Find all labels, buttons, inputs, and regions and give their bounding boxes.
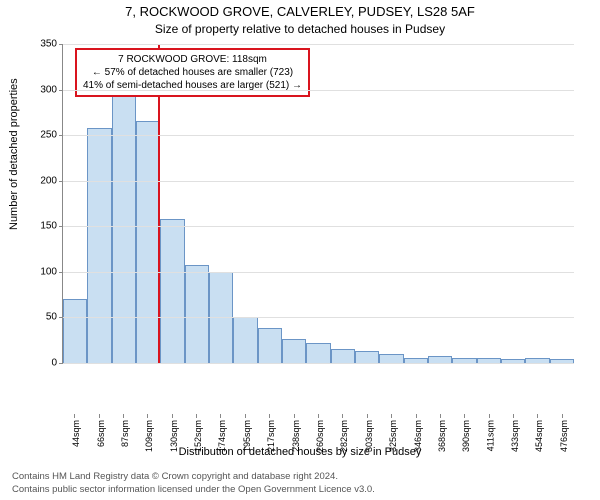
bar bbox=[87, 128, 111, 363]
bar bbox=[379, 354, 403, 363]
y-tick-label: 300 bbox=[40, 84, 57, 95]
chart-area: 7 ROCKWOOD GROVE: 118sqm ← 57% of detach… bbox=[62, 44, 574, 414]
y-tick-label: 150 bbox=[40, 221, 57, 232]
copyright-notice: Contains HM Land Registry data © Crown c… bbox=[12, 471, 588, 496]
x-tick-label: 87sqm bbox=[120, 420, 130, 447]
y-tick-label: 350 bbox=[40, 39, 57, 50]
bar bbox=[233, 317, 257, 363]
y-tick-label: 0 bbox=[51, 358, 57, 369]
bar bbox=[306, 343, 330, 363]
y-axis-label: Number of detached properties bbox=[8, 78, 20, 230]
chart-subtitle: Size of property relative to detached ho… bbox=[0, 22, 600, 36]
bar bbox=[331, 349, 355, 363]
bar bbox=[160, 219, 184, 363]
bar bbox=[258, 328, 282, 363]
copyright-line: Contains HM Land Registry data © Crown c… bbox=[12, 471, 588, 483]
chart-title: 7, ROCKWOOD GROVE, CALVERLEY, PUDSEY, LS… bbox=[0, 4, 600, 19]
x-tick-label: 44sqm bbox=[71, 420, 81, 447]
bar bbox=[136, 121, 160, 363]
annotation-line: ← 57% of detached houses are smaller (72… bbox=[83, 66, 302, 79]
copyright-line: Contains public sector information licen… bbox=[12, 484, 588, 496]
y-tick-label: 200 bbox=[40, 175, 57, 186]
x-tick-label: 66sqm bbox=[96, 420, 106, 447]
bar bbox=[282, 339, 306, 363]
bar bbox=[185, 265, 209, 363]
bar bbox=[355, 351, 379, 363]
y-tick-label: 50 bbox=[46, 312, 57, 323]
plot-region: 7 ROCKWOOD GROVE: 118sqm ← 57% of detach… bbox=[62, 44, 574, 364]
y-tick-label: 100 bbox=[40, 266, 57, 277]
annotation-line: 7 ROCKWOOD GROVE: 118sqm bbox=[83, 53, 302, 66]
y-tick-label: 250 bbox=[40, 130, 57, 141]
x-axis-label: Distribution of detached houses by size … bbox=[0, 446, 600, 458]
bar bbox=[428, 356, 452, 363]
bar bbox=[63, 299, 87, 363]
